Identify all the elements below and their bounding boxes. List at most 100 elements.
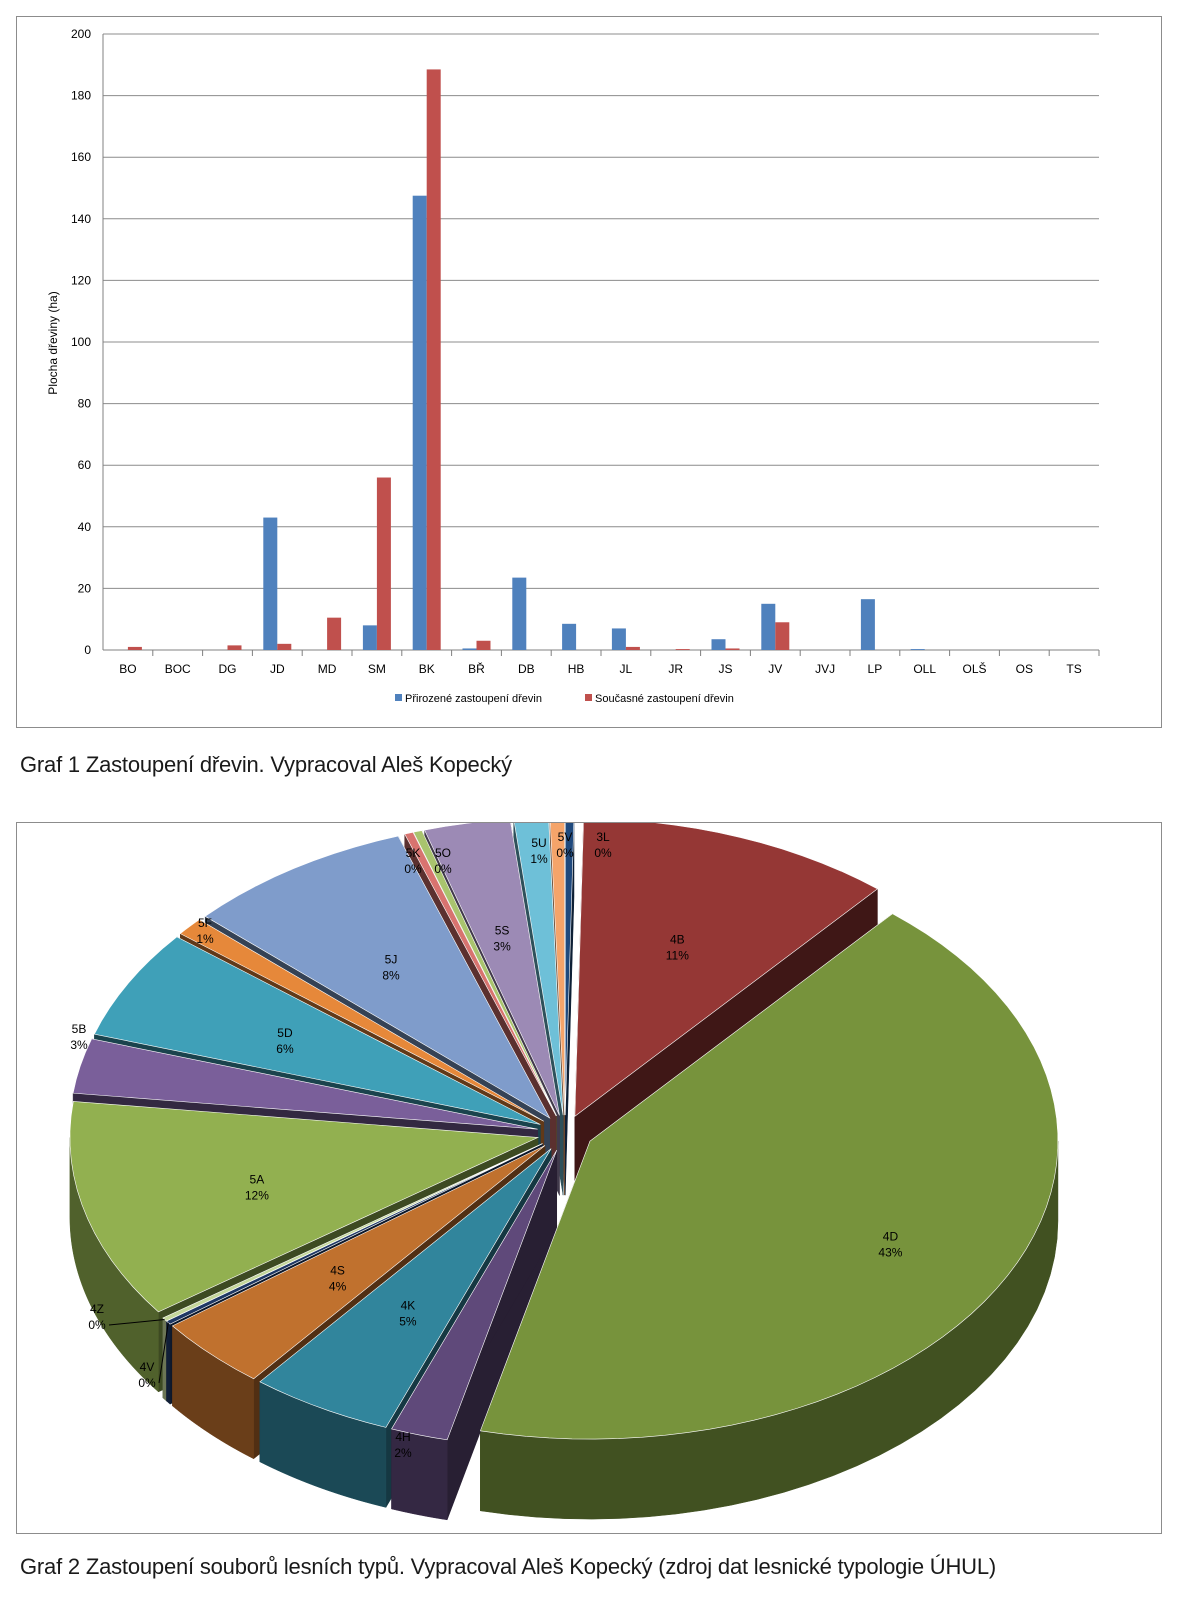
bar-natural-BŘ bbox=[462, 648, 477, 650]
bar-natural-JD bbox=[263, 517, 278, 650]
pie-chart-frame: 3L 0% 4B 11% 4D 43% 4H 2% 4K 5% 4S 4% 4V 0% 4Z 0% 5A 12% 5… bbox=[16, 816, 1162, 1534]
pie-pct-5K: 0% bbox=[404, 862, 422, 876]
y-tick-label: 200 bbox=[71, 27, 91, 41]
pie-pct-5F: 1% bbox=[196, 932, 214, 946]
x-tick-label: JV bbox=[768, 662, 782, 676]
pie-label-5S: 5S bbox=[495, 923, 510, 937]
legend-label: Přirozené zastoupení dřevin bbox=[405, 693, 542, 705]
pie-pct-5A: 12% bbox=[245, 1189, 269, 1203]
bar-current-JD bbox=[277, 643, 292, 650]
pie-pct-5J: 8% bbox=[382, 968, 400, 982]
bar-natural-JS bbox=[711, 639, 726, 650]
bar-chart-frame: 0 20 40 60 80 100 120 140 160 180 200 BO BOC DG JD MD S… bbox=[16, 16, 1162, 728]
bar-natural-SM bbox=[362, 625, 377, 650]
bar-current-SM bbox=[376, 477, 391, 650]
bar-current-JV bbox=[775, 622, 790, 650]
bar-current-DG bbox=[227, 645, 242, 650]
x-tick-label: LP bbox=[868, 662, 883, 676]
pie-label-4V: 4V bbox=[140, 1360, 155, 1374]
pie-leader-lines bbox=[108, 1318, 169, 1384]
pie-slice-4K bbox=[259, 1148, 552, 1428]
bar-natural-LP bbox=[860, 599, 875, 650]
pie-label-3L: 3L bbox=[596, 830, 610, 844]
bar-current-MD bbox=[327, 617, 342, 650]
x-tick-label: OS bbox=[1016, 662, 1033, 676]
bar-current-JL bbox=[625, 646, 640, 650]
y-tick-label: 140 bbox=[71, 212, 91, 226]
legend-label: Současné zastoupení dřevin bbox=[595, 693, 734, 705]
pie-pct-4H: 2% bbox=[394, 1446, 412, 1460]
y-tick-label: 100 bbox=[71, 335, 91, 349]
pie-label-4K: 4K bbox=[401, 1298, 416, 1312]
pie-slice-5A bbox=[69, 1101, 540, 1313]
bar-natural-JL bbox=[611, 628, 626, 650]
graf1-caption: Graf 1 Zastoupení dřevin. Vypracoval Ale… bbox=[20, 752, 512, 777]
bar-legend: Přirozené zastoupení dřevin Současné zast… bbox=[395, 693, 734, 705]
x-tick-label: JL bbox=[620, 662, 633, 676]
pie-label-5U: 5U bbox=[531, 836, 546, 850]
x-tick-label: JR bbox=[668, 662, 683, 676]
pie-pct-4Z: 0% bbox=[88, 1318, 106, 1332]
pie-slice-5B bbox=[72, 1038, 538, 1130]
bar-series bbox=[127, 69, 925, 651]
bar-y-tick-labels: 0 20 40 60 80 100 120 140 160 180 200 bbox=[71, 27, 91, 657]
y-tick-label: 0 bbox=[84, 643, 91, 657]
pie-pct-5V: 0% bbox=[556, 846, 574, 860]
pie-pct-5S: 3% bbox=[493, 939, 511, 953]
x-tick-label: DB bbox=[518, 662, 535, 676]
y-tick-label: 20 bbox=[78, 581, 92, 595]
bar-current-BK bbox=[426, 69, 441, 651]
pie-slice-4H bbox=[391, 1149, 558, 1441]
x-tick-label: OLŠ bbox=[962, 661, 986, 676]
pie-label-4B: 4B bbox=[670, 932, 685, 946]
legend-swatch bbox=[585, 694, 592, 701]
pie-pct-4D: 43% bbox=[878, 1245, 902, 1259]
pie-slice-5D bbox=[93, 936, 541, 1125]
bar-current-BO bbox=[127, 646, 142, 650]
pie-slice-5K bbox=[404, 831, 557, 1117]
pie-data-labels: 3L 0% 4B 11% 4D 43% 4H 2% 4K 5% 4S 4% 4V 0% 4Z 0% 5A 12% 5… bbox=[70, 830, 902, 1460]
bar-current-BŘ bbox=[476, 640, 491, 650]
bar-natural-HB bbox=[562, 623, 577, 650]
bar-gridlines bbox=[102, 33, 1100, 656]
y-tick-label: 120 bbox=[71, 273, 91, 287]
y-tick-label: 160 bbox=[71, 150, 91, 164]
x-tick-label: SM bbox=[368, 662, 386, 676]
bar-natural-BK bbox=[412, 195, 427, 650]
bar-current-JR bbox=[675, 649, 690, 650]
pie-slice-wall-4Z bbox=[162, 1317, 167, 1402]
pie-label-5V: 5V bbox=[558, 830, 573, 844]
x-tick-label: HB bbox=[568, 662, 585, 676]
pie-slice-4D bbox=[479, 913, 1059, 1440]
bar-natural-JV bbox=[761, 603, 776, 650]
legend-swatch bbox=[395, 694, 402, 701]
pie-label-4S: 4S bbox=[330, 1264, 345, 1278]
bar-natural-DB bbox=[512, 577, 527, 650]
x-tick-label: JD bbox=[270, 662, 285, 676]
pie-slice-3L bbox=[564, 816, 575, 1116]
pie-pct-4K: 5% bbox=[399, 1314, 417, 1328]
pie-label-4D: 4D bbox=[883, 1229, 899, 1243]
pie-label-4H: 4H bbox=[395, 1430, 410, 1444]
pie-label-4Z: 4Z bbox=[90, 1302, 104, 1316]
pie-pct-5O: 0% bbox=[434, 862, 452, 876]
bar-x-tick-labels: BO BOC DG JD MD SM BK BŘ DB HB JL JR JS JV JVJ LP OLL OLŠ… bbox=[119, 661, 1082, 676]
pie-slice-5O bbox=[413, 830, 557, 1117]
pie-pct-4S: 4% bbox=[329, 1280, 347, 1294]
pie-slice-5J bbox=[204, 835, 551, 1119]
pie-label-5D: 5D bbox=[277, 1026, 293, 1040]
bar-y-axis-label: Plocha dřeviny (ha) bbox=[46, 291, 60, 394]
pie-pct-5U: 1% bbox=[530, 852, 548, 866]
pie-pct-3L: 0% bbox=[594, 846, 612, 860]
pie-slice-5F bbox=[179, 919, 544, 1122]
x-tick-label: TS bbox=[1066, 662, 1081, 676]
bar-chart: 0 20 40 60 80 100 120 140 160 180 200 BO BOC DG JD MD S… bbox=[46, 27, 1100, 705]
pie-label-5O: 5O bbox=[435, 846, 451, 860]
pie-slice-tops bbox=[69, 816, 1059, 1441]
x-tick-label: JVJ bbox=[815, 662, 835, 676]
x-tick-label: MD bbox=[318, 662, 337, 676]
pie-pct-5D: 6% bbox=[276, 1042, 294, 1056]
pie-label-5B: 5B bbox=[72, 1022, 87, 1036]
y-tick-label: 80 bbox=[78, 397, 92, 411]
y-tick-label: 60 bbox=[78, 458, 92, 472]
